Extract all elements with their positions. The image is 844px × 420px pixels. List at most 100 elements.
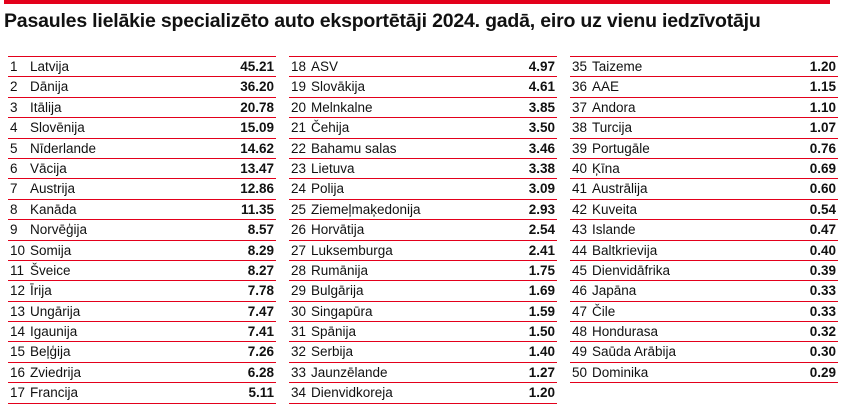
table-row: 18 ASV 4.97 [289,57,557,78]
table-row: 22 Bahamu salas 3.46 [289,139,557,159]
rank-cell: 43 [572,222,588,238]
table-row: 31 Spānija 1.50 [289,322,557,343]
rank-cell: 22 [291,140,307,156]
value-cell: 1.40 [528,344,555,360]
country-cell: Singapūra [311,303,373,319]
value-cell: 6.28 [247,364,274,380]
rank-cell: 27 [291,242,307,258]
rank-cell: 48 [572,324,588,340]
rank-cell: 9 [10,222,18,238]
value-cell: 0.40 [809,242,836,258]
rank-cell: 30 [291,303,307,319]
rank-cell: 26 [291,222,307,238]
table-row: 43 Islande 0.47 [570,220,838,241]
table-row: 48 Hondurasa 0.32 [570,322,838,343]
rank-cell: 39 [572,140,588,156]
country-cell: Beļģija [30,344,71,360]
country-cell: Kanāda [30,201,77,217]
value-cell: 2.41 [528,242,555,258]
table-row: 4 Slovēnija 15.09 [8,118,276,139]
value-cell: 2.54 [528,222,555,238]
country-cell: Serbija [311,344,354,360]
value-cell: 15.09 [240,120,274,136]
table-row: 36 AAE 1.15 [570,77,838,98]
chart-title: Pasaules lielākie specializēto auto eksp… [4,10,761,32]
country-cell: Melnkalne [311,99,373,115]
table-row: 29 Bulgārija 1.69 [289,281,557,302]
table-row: 27 Luksemburga 2.41 [289,241,557,261]
value-cell: 0.29 [809,364,836,380]
table-row: 1 Latvija 45.21 [8,57,276,78]
rank-cell: 11 [10,262,25,278]
rank-cell: 45 [572,262,588,278]
table-row: 24 Polija 3.09 [289,179,557,200]
value-cell: 14.62 [240,140,274,156]
country-cell: Taizeme [592,59,643,74]
country-cell: Austrija [30,181,76,197]
rank-cell: 23 [291,160,307,176]
value-cell: 0.32 [809,324,836,340]
table-row: 30 Singapūra 1.59 [289,302,557,323]
value-cell: 8.29 [247,242,274,258]
value-cell: 0.54 [809,201,836,217]
rank-cell: 21 [291,120,307,136]
table-row: 37 Andora 1.10 [570,98,838,119]
value-cell: 0.47 [809,222,836,238]
country-cell: AAE [592,79,620,95]
value-cell: 1.20 [809,59,836,74]
table-row: 38 Turcija 1.07 [570,118,838,139]
country-cell: Dienvidkoreja [311,385,393,401]
value-cell: 1.10 [809,99,836,115]
rank-cell: 25 [291,201,307,217]
country-cell: Spānija [311,324,357,340]
rank-cell: 3 [10,99,18,115]
country-cell: Islande [592,222,636,238]
value-cell: 7.78 [247,283,274,299]
value-cell: 1.50 [528,324,555,340]
table-row: 11 Šveice 8.27 [8,261,276,282]
table-row: 9 Norvēģija 8.57 [8,220,276,241]
table-row: 10 Somija 8.29 [8,241,276,261]
country-cell: Austrālija [592,181,648,197]
country-cell: Čile [592,303,616,319]
table-row: 5 Nīderlande 14.62 [8,139,276,159]
rank-cell: 46 [572,283,588,299]
table-row: 46 Japāna 0.33 [570,281,838,302]
country-cell: Igaunija [30,324,78,340]
value-cell: 0.33 [809,283,836,299]
rank-cell: 42 [572,201,588,217]
value-cell: 45.21 [240,59,274,74]
country-cell: Čehija [311,120,350,136]
table-row: 45 Dienvidāfrika 0.39 [570,261,838,282]
country-cell: Kuveita [592,201,638,217]
rank-cell: 10 [10,242,26,258]
country-cell: Īrija [30,283,52,299]
value-cell: 7.26 [247,344,274,360]
rank-cell: 14 [10,324,26,340]
country-cell: ASV [311,59,339,74]
table-row: 15 Beļģija 7.26 [8,342,276,363]
country-cell: Dānija [30,79,69,95]
country-cell: Andora [592,99,636,115]
value-cell: 2.93 [528,201,555,217]
country-cell: Baltkrievija [592,242,658,258]
value-cell: 36.20 [240,79,274,95]
country-cell: Ungārija [30,303,81,319]
country-cell: Portugāle [592,140,650,156]
table-row: 47 Čile 0.33 [570,302,838,323]
value-cell: 1.07 [809,120,836,136]
table-column-2: 18 ASV 4.97 19 Slovākija 4.61 20 Melnkalne 3.85 2… [289,56,557,404]
country-cell: Horvātija [311,222,365,238]
rank-cell: 6 [10,160,18,176]
table-row: 40 Ķīna 0.69 [570,159,838,180]
country-cell: Norvēģija [30,222,88,238]
country-cell: Polija [311,181,345,197]
country-cell: Dienvidāfrika [592,262,671,278]
value-cell: 0.33 [809,303,836,319]
country-cell: Turcija [592,120,633,136]
value-cell: 0.76 [809,140,836,156]
country-cell: Bulgārija [311,283,364,299]
value-cell: 5.11 [248,385,274,401]
rank-cell: 35 [572,59,588,74]
table-row: 32 Serbija 1.40 [289,342,557,363]
